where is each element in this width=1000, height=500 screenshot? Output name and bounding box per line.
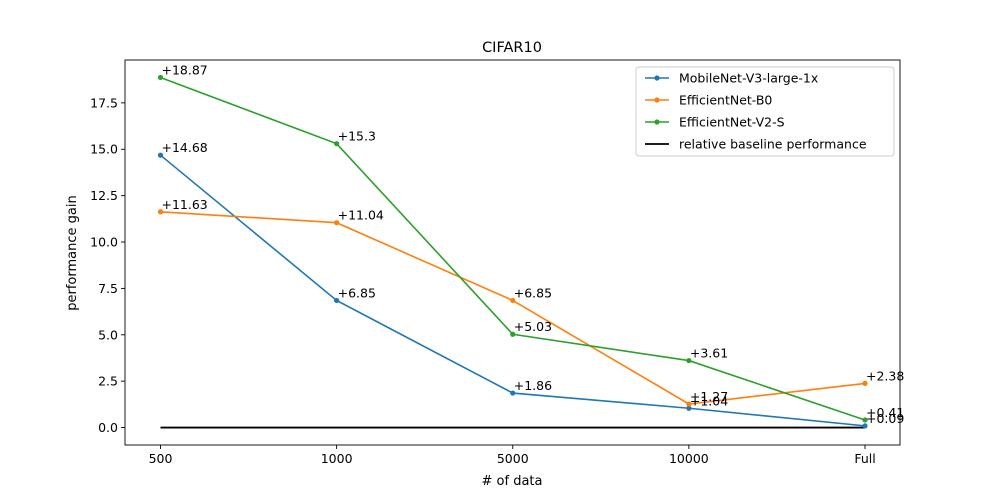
- data-label: +11.04: [338, 208, 384, 223]
- legend-marker: [654, 119, 660, 125]
- y-tick-label: 17.5: [90, 95, 118, 110]
- data-point: [157, 209, 164, 215]
- data-label: +15.3: [338, 129, 376, 144]
- data-point: [862, 417, 868, 423]
- data-label: +6.85: [514, 285, 552, 300]
- data-label: +1.86: [514, 378, 552, 393]
- legend-marker: [654, 97, 660, 103]
- data-point: [686, 357, 692, 364]
- data-point: [157, 152, 164, 158]
- x-tick-label: 10000: [669, 451, 709, 466]
- data-label: +0.41: [866, 405, 904, 420]
- data-label: +11.63: [162, 197, 208, 212]
- legend-box: [635, 66, 895, 157]
- data-point: [862, 380, 868, 386]
- data-point: [510, 297, 516, 304]
- y-tick-label: 0.0: [98, 420, 118, 435]
- legend-marker: [654, 75, 660, 81]
- y-tick-label: 15.0: [90, 142, 118, 157]
- data-point: [510, 331, 516, 337]
- y-tick-label: 12.5: [90, 188, 118, 203]
- legend-label: EfficientNet-V2-S: [679, 115, 785, 130]
- data-point: [334, 141, 340, 147]
- data-point: [157, 74, 164, 81]
- legend: MobileNet-V3-large-1x EfficientNet-B0 Effi…: [635, 66, 895, 157]
- x-axis-label: # of data: [482, 474, 543, 489]
- data-label: +18.87: [162, 62, 208, 77]
- legend-label: MobileNet-V3-large-1x: [679, 71, 818, 86]
- y-axis-label: performance gain: [65, 195, 80, 310]
- data-label: +1.04: [690, 393, 728, 408]
- data-label: +2.38: [866, 368, 904, 383]
- data-label: +6.85: [338, 285, 376, 300]
- data-point: [510, 390, 516, 396]
- data-point: [862, 423, 868, 429]
- data-point: [334, 220, 340, 226]
- data-label: +1.27: [690, 389, 728, 404]
- x-tick-label: 500: [149, 451, 173, 466]
- data-label: +0.09: [866, 411, 904, 426]
- legend-label: EfficientNet-B0: [679, 93, 772, 108]
- chart-title: CIFAR10: [482, 40, 542, 56]
- x-tick-label: 5000: [497, 451, 529, 466]
- data-point: [334, 297, 340, 304]
- y-tick-label: 5.0: [98, 327, 118, 342]
- y-tick-label: 7.5: [98, 281, 118, 296]
- data-label: +5.03: [514, 319, 552, 334]
- y-tick-label: 2.5: [98, 374, 118, 389]
- x-tick-label: 1000: [321, 451, 353, 466]
- data-label: +3.61: [690, 346, 728, 361]
- data-label: +14.68: [162, 140, 208, 155]
- y-tick-label: 10.0: [90, 235, 118, 250]
- data-point: [686, 401, 692, 407]
- legend-label: relative baseline performance: [679, 137, 867, 152]
- x-tick-label: Full: [854, 451, 875, 466]
- plot-area: 500 1000 5000 10000 Full 0.0 2.5 5.0 7.5 10.0 12.5…: [90, 59, 904, 466]
- data-point: [686, 405, 692, 411]
